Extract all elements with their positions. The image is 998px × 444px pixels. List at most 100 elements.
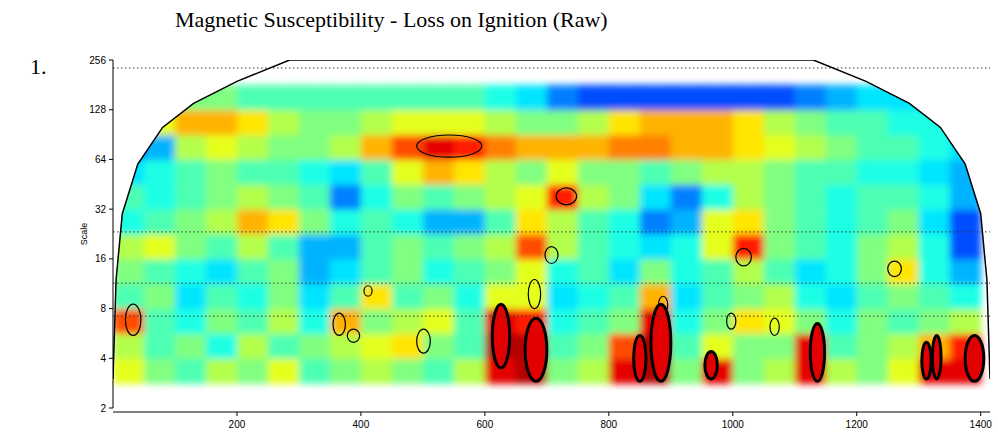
- heat-cell: [795, 184, 827, 209]
- heat-cell: [268, 135, 300, 160]
- heat-cell: [206, 309, 238, 334]
- cone-area: [113, 85, 981, 384]
- heat-cell: [826, 184, 858, 209]
- heat-cell: [826, 333, 858, 359]
- heat-cell: [795, 85, 827, 110]
- heat-cell: [485, 234, 517, 259]
- heat-cell: [733, 309, 765, 334]
- heat-cell: [857, 209, 889, 234]
- heat-cell: [919, 159, 951, 184]
- heat-cell: [361, 135, 393, 160]
- x-tick: [732, 412, 733, 416]
- heat-cell: [485, 184, 517, 209]
- heat-cell: [516, 159, 548, 184]
- heat-cell: [578, 333, 610, 359]
- y-tick-label: 2: [100, 403, 106, 414]
- significance-contour: [528, 279, 540, 308]
- heat-cell: [702, 259, 734, 284]
- significance-contour: [364, 286, 372, 297]
- heat-cell: [764, 333, 796, 359]
- heat-cell: [764, 358, 796, 384]
- heat-cell: [547, 85, 579, 110]
- heat-cell: [392, 333, 424, 359]
- heat-cell: [237, 135, 269, 160]
- heat-cell: [516, 110, 548, 135]
- heat-cell: [361, 358, 393, 384]
- heat-cell: [640, 284, 672, 309]
- heat-cell: [268, 184, 300, 209]
- heat-cell: [361, 110, 393, 135]
- heat-cell: [919, 234, 951, 259]
- heat-cell: [206, 135, 238, 160]
- heat-cell: [609, 110, 641, 135]
- heat-cell: [330, 333, 362, 359]
- heat-cell: [671, 209, 703, 234]
- heat-cell: [268, 85, 300, 110]
- heat-cell: [516, 135, 548, 160]
- heat-cell: [206, 159, 238, 184]
- heat-cell: [299, 234, 331, 259]
- x-tick-label: 600: [477, 419, 494, 430]
- significance-contour: [347, 329, 359, 342]
- heat-cell: [423, 110, 455, 135]
- heat-cell: [144, 234, 176, 259]
- reference-line: [113, 67, 990, 68]
- heat-cell: [733, 284, 765, 309]
- heat-cell: [423, 184, 455, 209]
- coi-group: [113, 60, 990, 379]
- heat-cell: [826, 284, 858, 309]
- y-tick: [109, 358, 113, 359]
- heat-cell: [764, 234, 796, 259]
- heat-cell: [144, 159, 176, 184]
- heat-cell: [299, 110, 331, 135]
- heat-cell: [268, 284, 300, 309]
- heat-cell: [299, 135, 331, 160]
- heat-cell: [113, 284, 145, 309]
- heat-cell: [640, 259, 672, 284]
- heat-cell: [888, 309, 920, 334]
- contours: [125, 135, 983, 381]
- heat-cell: [702, 159, 734, 184]
- heat-cell: [857, 333, 889, 359]
- heat-cell: [516, 284, 548, 309]
- heat-cell: [299, 85, 331, 110]
- heat-cell: [764, 209, 796, 234]
- significance-contour: [545, 247, 558, 264]
- heat-cell: [361, 259, 393, 284]
- y-tick: [109, 159, 113, 160]
- heat-cell: [888, 259, 920, 284]
- heat-cell: [795, 259, 827, 284]
- y-tick-label: 16: [95, 253, 107, 264]
- heat-cell: [237, 209, 269, 234]
- significance-contour: [525, 318, 547, 381]
- heat-cell: [857, 135, 889, 160]
- heat-cell: [671, 284, 703, 309]
- heat-cell: [516, 209, 548, 234]
- heat-cell: [671, 135, 703, 160]
- heat-cell: [578, 358, 610, 384]
- heat-cell: [485, 259, 517, 284]
- heat-cell: [578, 259, 610, 284]
- heat-cell: [206, 259, 238, 284]
- heat-cell: [888, 333, 920, 359]
- heat-cell: [733, 110, 765, 135]
- heat-cell: [206, 333, 238, 359]
- heat-cell: [206, 209, 238, 234]
- heat-cell: [795, 159, 827, 184]
- heat-cell: [795, 284, 827, 309]
- y-tick-label: 128: [89, 104, 106, 115]
- heat-cell: [113, 159, 145, 184]
- heat-cell: [640, 209, 672, 234]
- heat-cell: [454, 159, 486, 184]
- heat-cell: [299, 184, 331, 209]
- heat-cell: [671, 85, 703, 110]
- heat-cell: [919, 284, 951, 309]
- heat-cell: [640, 184, 672, 209]
- heat-cell: [330, 209, 362, 234]
- heat-cell: [206, 358, 238, 384]
- heat-cell: [919, 209, 951, 234]
- heat-cell: [640, 110, 672, 135]
- heat-cell: [175, 284, 207, 309]
- x-tick-label: 200: [229, 419, 246, 430]
- heat-cell: [950, 110, 982, 135]
